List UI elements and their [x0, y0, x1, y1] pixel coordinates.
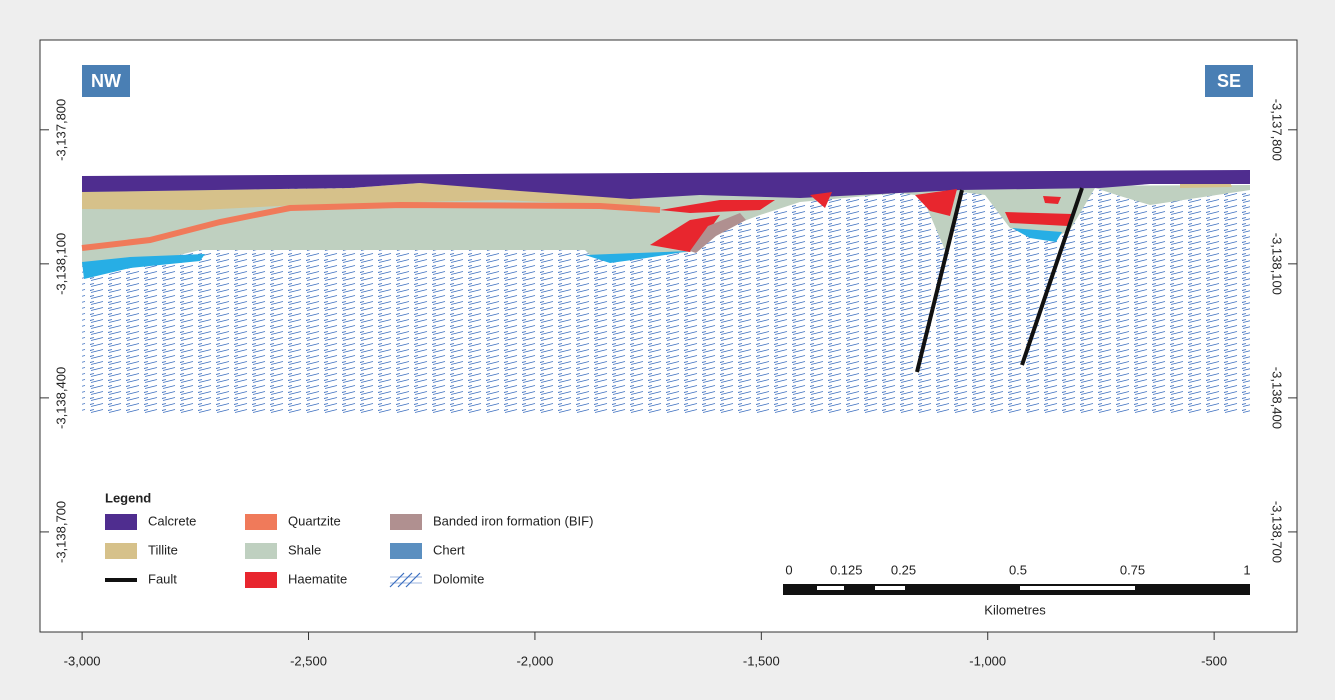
legend-label: Banded iron formation (BIF) — [433, 513, 593, 528]
scale-bar-label: 0.5 — [1009, 562, 1027, 577]
legend-swatch — [245, 572, 277, 588]
scale-bar-label: 0.25 — [891, 562, 916, 577]
legend-swatch — [390, 572, 422, 588]
x-tick-label: -2,500 — [290, 653, 327, 668]
legend-swatch — [105, 514, 137, 530]
legend-label: Dolomite — [433, 571, 484, 586]
scale-bar-body — [783, 584, 1250, 595]
y2-tick-label: -3,138,100 — [1270, 233, 1285, 295]
y-tick-label: -3,137,800 — [53, 99, 68, 161]
x-tick-label: -500 — [1201, 653, 1227, 668]
x-tick-label: -2,000 — [516, 653, 553, 668]
legend-swatch — [105, 543, 137, 559]
annotation: NW — [91, 71, 121, 91]
legend-label: Haematite — [288, 571, 347, 586]
page: NW SE Legend Kilometres 0 0.125 0.25 0.5 0.7… — [0, 0, 1335, 700]
y2-tick-label: -3,138,400 — [1270, 367, 1285, 429]
x-tick-label: -1,500 — [743, 653, 780, 668]
scale-bar-segment — [1020, 586, 1135, 590]
annotation: SE — [1217, 71, 1241, 91]
legend-swatch — [245, 514, 277, 530]
y-tick-label: -3,138,400 — [53, 367, 68, 429]
chart: NW SE Legend Kilometres 0 0.125 0.25 0.5 0.7… — [0, 0, 1335, 695]
scale-bar-label: 0 — [785, 562, 792, 577]
legend-label: Calcrete — [148, 513, 196, 528]
legend-label: Quartzite — [288, 513, 341, 528]
legend-swatch — [390, 514, 422, 530]
legend-swatch — [390, 543, 422, 559]
legend-label: Shale — [288, 542, 321, 557]
legend-label: Fault — [148, 571, 177, 586]
scale-bar-label: 0.125 — [830, 562, 863, 577]
y-tick-label: -3,138,100 — [53, 233, 68, 295]
scale-bar-label: 1 — [1243, 562, 1250, 577]
legend-label: Chert — [433, 542, 465, 557]
scale-bar-label: 0.75 — [1120, 562, 1145, 577]
y2-tick-label: -3,137,800 — [1270, 99, 1285, 161]
y-tick-label: -3,138,700 — [53, 501, 68, 563]
x-tick-label: -3,000 — [64, 653, 101, 668]
legend-swatch — [245, 543, 277, 559]
legend-label: Tillite — [148, 542, 178, 557]
scale-bar-segment — [875, 586, 905, 590]
scale-bar-unit: Kilometres — [984, 602, 1046, 617]
scale-bar-segment — [817, 586, 844, 590]
y2-tick-label: -3,138,700 — [1270, 501, 1285, 563]
haematite — [1043, 196, 1061, 204]
x-tick-label: -1,000 — [969, 653, 1006, 668]
legend-title: Legend — [105, 490, 151, 505]
section — [82, 170, 1250, 413]
